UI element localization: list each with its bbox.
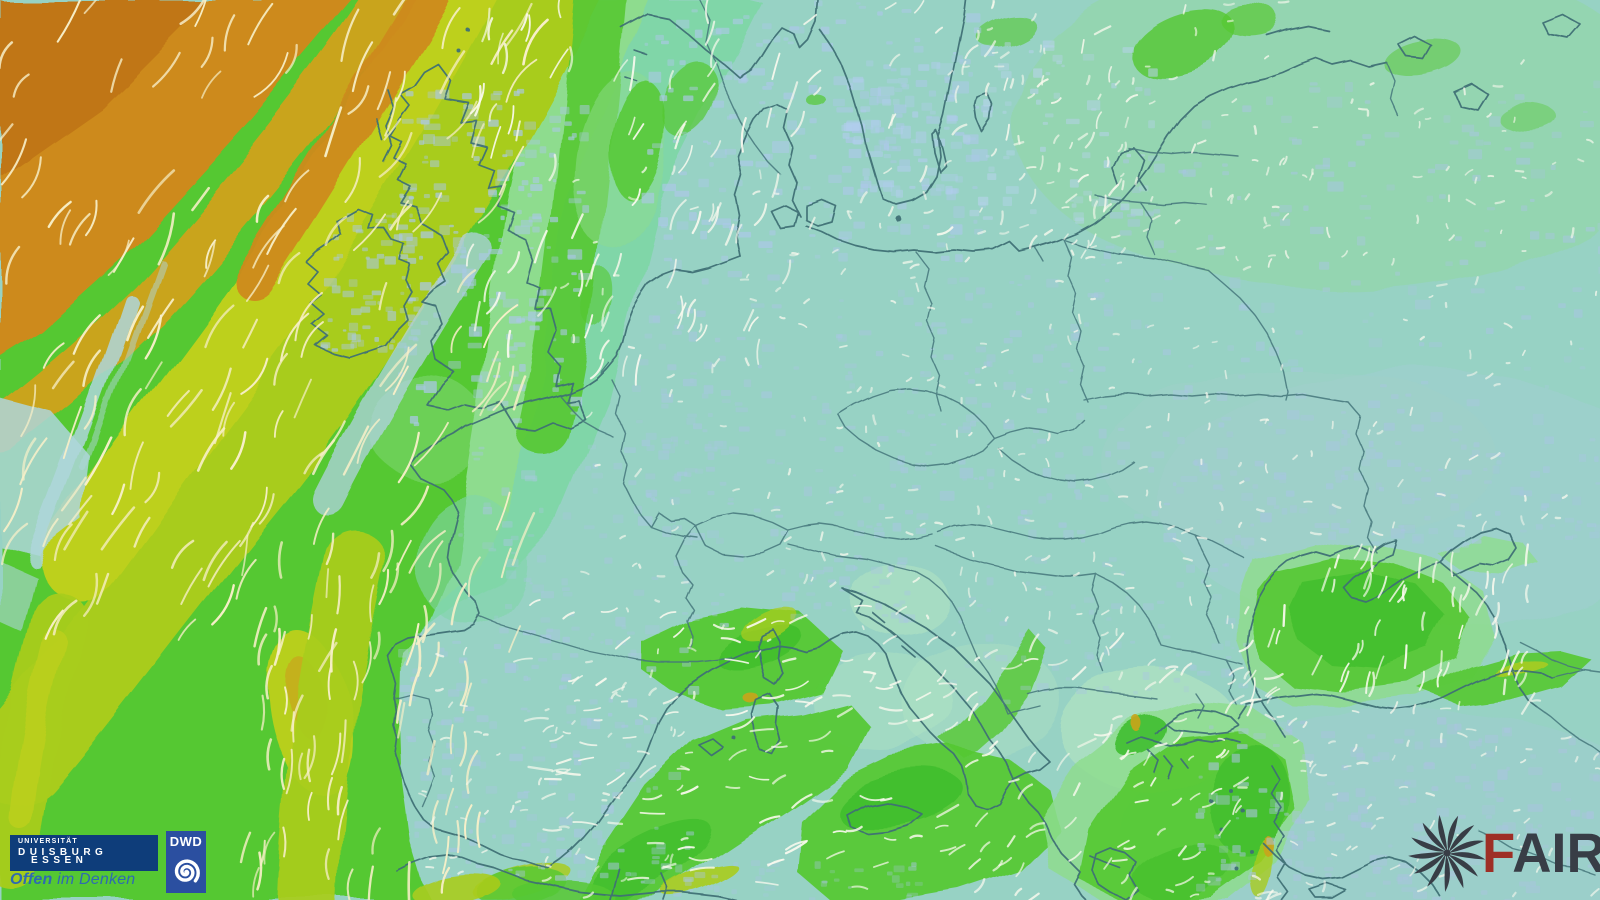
dwd-spiral-icon [174,859,200,883]
ude-logo-line2: DUISBURG [18,847,108,858]
coastline-africa [395,853,737,900]
coastline-greece-south [1089,847,1139,900]
ude-tagline: Offen im Denken [10,871,135,889]
ude-logo-line3: ESSEN [31,855,88,866]
coastline-aegean-blacksea [1127,527,1553,900]
fair-pinwheel-icon [1408,814,1486,892]
coastline-denmark [735,103,837,257]
fair-logo: FAIR [1404,810,1600,896]
fair-logo-text: FAIR [1482,810,1600,896]
ude-logo-line1: UNIVERSITÄT [18,838,78,845]
fair-letter-f: F [1482,821,1513,884]
ude-tagline-rest: im Denken [52,871,136,888]
coastline-scandinavia [621,0,993,205]
coastline-baltic [805,13,1581,253]
dwd-logo: DWD [166,831,206,893]
coastline-ireland [305,207,413,359]
ude-tagline-bold: Offen [10,871,53,888]
dwd-logo-label: DWD [169,834,203,849]
coastline-continent [387,255,1087,900]
coastline-britain [375,63,587,431]
internal-borders [395,0,1600,875]
ude-logo: UNIVERSITÄT DUISBURG ESSEN [10,835,158,871]
fair-letters-air: AIR [1512,821,1600,884]
